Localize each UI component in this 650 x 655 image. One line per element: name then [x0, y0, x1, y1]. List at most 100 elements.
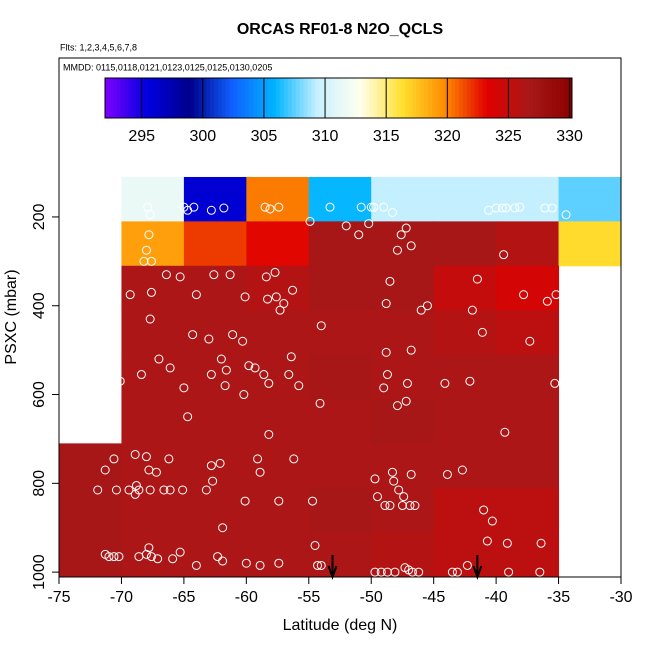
cell — [183, 265, 247, 311]
point — [274, 496, 284, 506]
y-tick-label: 800 — [31, 470, 48, 497]
colorbar-segment — [159, 78, 164, 118]
point — [206, 461, 216, 471]
point — [308, 496, 318, 506]
x-tick-label: -30 — [609, 589, 632, 606]
colorbar-segment — [536, 78, 542, 118]
colorbar-segment — [490, 78, 495, 118]
colorbar-segment — [334, 78, 339, 118]
point — [381, 299, 391, 309]
point — [482, 536, 492, 546]
colorbar-segment — [533, 78, 538, 118]
colorbar-segment — [276, 78, 281, 118]
colorbar-segment — [272, 78, 277, 118]
colorbar-segment — [299, 78, 304, 118]
colorbar-segment — [311, 78, 316, 118]
point — [146, 256, 156, 266]
cell — [433, 443, 497, 489]
point — [387, 208, 397, 218]
point — [201, 485, 211, 495]
point — [104, 552, 114, 562]
colorbar-segment — [167, 78, 172, 118]
colorbar-segment — [544, 78, 550, 118]
point — [141, 549, 151, 559]
point — [294, 381, 304, 391]
point — [356, 202, 366, 212]
colorbar-segment — [431, 78, 437, 118]
cell — [308, 176, 372, 222]
colorbar-segment — [385, 78, 390, 118]
point — [175, 272, 185, 282]
point — [380, 501, 390, 511]
point — [452, 567, 462, 577]
cell — [371, 398, 435, 444]
colorbar-segment — [291, 78, 297, 118]
colorbar-tick-label: 325 — [495, 128, 522, 145]
colorbar-segment — [143, 78, 149, 118]
cell — [121, 398, 185, 444]
point — [279, 299, 289, 309]
point — [151, 467, 161, 477]
colorbar-tick-label: 330 — [556, 128, 583, 145]
x-tick-label: -75 — [47, 589, 70, 606]
cell — [496, 487, 560, 533]
point — [115, 376, 125, 386]
colorbar-segment — [424, 78, 429, 118]
point — [467, 305, 477, 315]
cell — [246, 265, 310, 311]
point — [406, 469, 416, 479]
point — [124, 485, 134, 495]
point — [381, 347, 391, 357]
point — [341, 221, 351, 231]
cell — [371, 443, 435, 489]
colorbar-segment — [241, 78, 246, 118]
point — [519, 290, 529, 300]
heatmap — [59, 176, 622, 578]
x-tick-label: -70 — [110, 589, 133, 606]
point — [241, 558, 251, 568]
point — [472, 274, 482, 284]
point — [165, 363, 175, 373]
point — [487, 516, 497, 526]
colorbar-segment — [350, 78, 355, 118]
cell — [246, 443, 310, 489]
colorbar-segment — [132, 78, 137, 118]
colorbar-segment — [357, 78, 363, 118]
point — [218, 523, 228, 533]
colorbar-segment — [459, 78, 464, 118]
colorbar-segment — [330, 78, 336, 118]
point — [310, 540, 320, 550]
colorbar-segment — [435, 78, 441, 118]
plot-frame — [58, 57, 622, 578]
colorbar-segment — [186, 78, 192, 118]
point — [274, 558, 284, 568]
colorbar-segment — [105, 78, 110, 118]
point — [250, 363, 260, 373]
point — [264, 378, 274, 388]
cell — [121, 487, 185, 533]
point — [497, 203, 507, 213]
point — [286, 352, 296, 362]
point — [399, 492, 409, 502]
colorbar-segment — [408, 78, 413, 118]
point — [379, 383, 389, 393]
cell — [433, 176, 497, 222]
point — [535, 567, 545, 577]
colorbar-segment — [556, 78, 561, 118]
cell — [59, 532, 122, 578]
colorbar-segment — [194, 78, 199, 118]
point — [502, 538, 512, 548]
colorbar-segment — [221, 78, 227, 118]
point — [305, 216, 315, 226]
point — [208, 476, 218, 486]
point — [263, 294, 273, 304]
point — [440, 378, 450, 388]
cell — [371, 176, 435, 222]
point — [153, 554, 163, 564]
colorbar-segment — [108, 78, 114, 118]
colorbar-segment — [564, 78, 569, 118]
point — [394, 485, 404, 495]
point — [284, 370, 294, 380]
point — [219, 203, 229, 213]
